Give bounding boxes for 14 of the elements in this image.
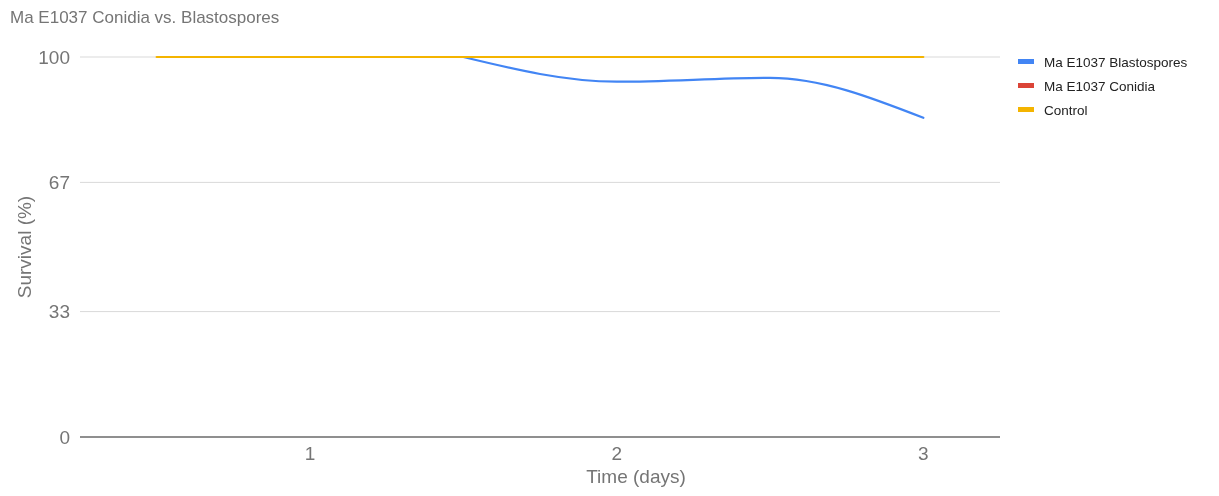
y-tick-label: 33 xyxy=(48,301,70,323)
y-tick-label: 100 xyxy=(38,46,70,68)
x-tick-label: 3 xyxy=(918,443,929,464)
y-axis-title: Survival (%) xyxy=(14,195,35,299)
x-axis-title: Time (days) xyxy=(586,466,686,487)
y-tick-label: 0 xyxy=(59,426,70,448)
x-tick-label: 1 xyxy=(304,443,316,464)
legend-label: Control xyxy=(1044,102,1088,118)
y-tick-label: 67 xyxy=(48,172,70,194)
legend-label: Ma E1037 Conidia xyxy=(1044,78,1156,94)
line-series xyxy=(462,55,925,119)
legend-label: Ma E1037 Blastospores xyxy=(1044,54,1188,70)
chart-title: Ma E1037 Conidia vs. Blastospores xyxy=(10,8,280,27)
x-tick-label: 2 xyxy=(611,443,622,464)
